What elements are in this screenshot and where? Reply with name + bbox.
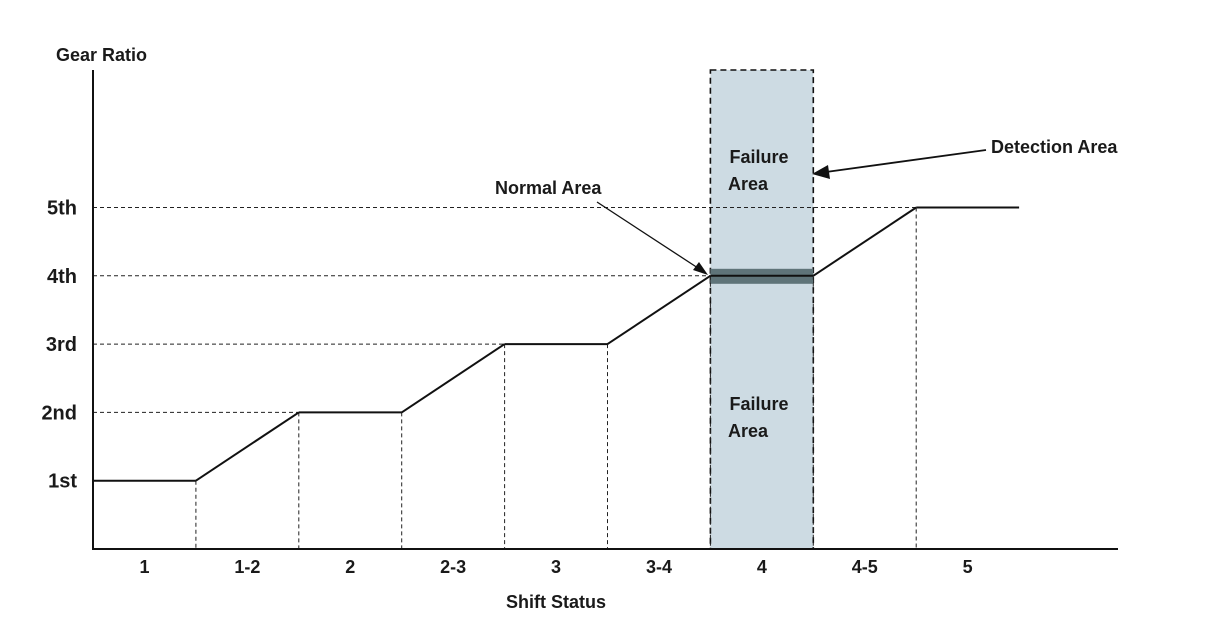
y-axis-title: Gear Ratio <box>56 45 147 65</box>
failure-area-lower-line1: Failure <box>729 394 788 414</box>
guide-lines <box>93 207 917 549</box>
gear-ratio-curve-layer <box>93 206 1020 482</box>
x-tick-2: 2 <box>345 557 355 577</box>
detection-area-arrowhead <box>812 165 830 179</box>
failure-area-upper-line2: Area <box>728 174 769 194</box>
y-tick-4th: 4th <box>47 266 77 288</box>
y-tick-3rd: 3rd <box>46 334 77 356</box>
failure-area-upper-line1: Failure <box>729 147 788 167</box>
curve-segment-4-5 <box>812 206 917 277</box>
axes <box>92 70 1118 550</box>
tick-labels: 1st 2nd 3rd 4th 5th 1 1-2 2 2-3 3 3-4 4 4-5 5 <box>41 198 972 578</box>
x-tick-5: 5 <box>963 557 973 577</box>
detection-area-layer <box>709 69 815 550</box>
x-tick-3: 3 <box>551 557 561 577</box>
x-tick-1-2: 1-2 <box>234 557 260 577</box>
normal-area-arrow <box>596 201 702 271</box>
curve-segment-2-3 <box>401 343 506 414</box>
y-tick-1st: 1st <box>48 471 77 493</box>
detection-area-arrow <box>825 149 987 173</box>
detection-area-label: Detection Area <box>991 137 1118 157</box>
failure-area-lower-line2: Area <box>728 421 769 441</box>
x-tick-2-3: 2-3 <box>440 557 466 577</box>
curve-segment-1-2 <box>195 411 300 482</box>
annotations: Normal Area Detection Area Failure Area … <box>495 137 1118 441</box>
normal-area-label: Normal Area <box>495 178 602 198</box>
x-tick-4-5: 4-5 <box>852 557 878 577</box>
x-tick-1: 1 <box>139 557 149 577</box>
normal-area-arrowhead <box>693 262 708 275</box>
x-tick-3-4: 3-4 <box>646 557 672 577</box>
detection-area-region <box>709 69 815 550</box>
x-axis-title: Shift Status <box>506 592 606 612</box>
y-tick-5th: 5th <box>47 198 77 220</box>
y-tick-2nd: 2nd <box>41 402 77 424</box>
x-tick-4: 4 <box>757 557 767 577</box>
curve-segment-3-4 <box>606 274 711 345</box>
